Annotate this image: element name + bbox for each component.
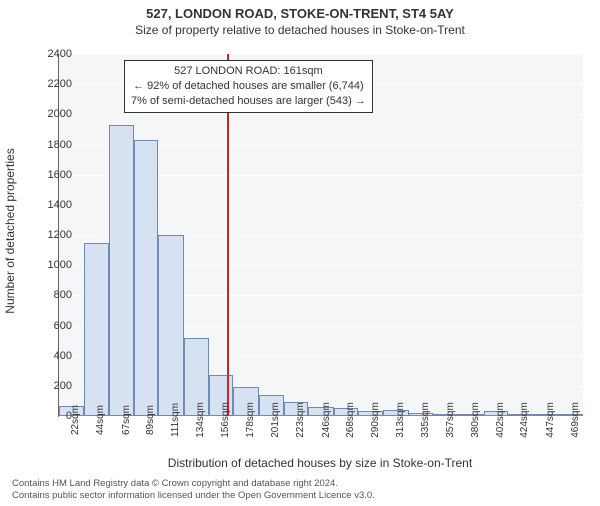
- x-tick-label: 290sqm: [370, 402, 381, 438]
- y-tick-label: 1800: [32, 139, 72, 151]
- histogram-bar: [134, 140, 159, 416]
- x-tick-label: 335sqm: [420, 402, 431, 438]
- info-line-3: 7% of semi-detached houses are larger (5…: [131, 94, 366, 109]
- y-tick-label: 2000: [32, 108, 72, 120]
- histogram-bar: [158, 235, 184, 416]
- y-tick-label: 1000: [32, 259, 72, 271]
- histogram-bar: [109, 125, 134, 416]
- x-tick-label: 424sqm: [519, 402, 530, 438]
- footer-line-1: Contains HM Land Registry data © Crown c…: [12, 478, 375, 490]
- x-tick-label: 111sqm: [170, 403, 181, 437]
- x-tick-label: 44sqm: [95, 405, 106, 435]
- x-tick-label: 313sqm: [395, 402, 406, 438]
- histogram-bar: [84, 243, 110, 416]
- x-tick-label: 201sqm: [270, 402, 281, 438]
- footer-attribution: Contains HM Land Registry data © Crown c…: [12, 478, 375, 502]
- x-tick-label: 447sqm: [545, 402, 556, 438]
- y-axis-label-wrap: Number of detached properties: [0, 54, 18, 416]
- y-tick-label: 2200: [32, 78, 72, 90]
- x-tick-label: 223sqm: [295, 402, 306, 438]
- chart-title: 527, LONDON ROAD, STOKE-ON-TRENT, ST4 5A…: [0, 6, 600, 21]
- chart-subtitle: Size of property relative to detached ho…: [0, 23, 600, 37]
- x-tick-label: 268sqm: [345, 402, 356, 438]
- plot-area: 527 LONDON ROAD: 161sqm ← 92% of detache…: [58, 54, 583, 417]
- chart-container: 527, LONDON ROAD, STOKE-ON-TRENT, ST4 5A…: [0, 6, 600, 506]
- y-tick-label: 1400: [32, 199, 72, 211]
- y-tick-label: 1600: [32, 169, 72, 181]
- gridline-h: [59, 114, 583, 115]
- x-tick-label: 134sqm: [195, 402, 206, 438]
- y-axis-label: Number of detached properties: [3, 71, 17, 391]
- info-box: 527 LONDON ROAD: 161sqm ← 92% of detache…: [124, 60, 373, 113]
- info-line-1: 527 LONDON ROAD: 161sqm: [131, 64, 366, 79]
- x-tick-label: 402sqm: [495, 402, 506, 438]
- x-axis-label: Distribution of detached houses by size …: [58, 456, 582, 470]
- x-tick-label: 469sqm: [570, 402, 581, 438]
- x-tick-label: 380sqm: [470, 402, 481, 438]
- x-tick-label: 246sqm: [321, 402, 332, 438]
- y-tick-label: 200: [32, 380, 72, 392]
- y-tick-label: 600: [32, 320, 72, 332]
- y-tick-label: 400: [32, 350, 72, 362]
- x-tick-label: 22sqm: [70, 405, 81, 435]
- y-tick-label: 2400: [32, 48, 72, 60]
- y-tick-label: 0: [32, 410, 72, 422]
- x-tick-label: 67sqm: [121, 405, 132, 435]
- y-tick-label: 800: [32, 289, 72, 301]
- x-tick-label: 89sqm: [145, 405, 156, 435]
- x-tick-label: 178sqm: [245, 402, 256, 438]
- info-line-2: ← 92% of detached houses are smaller (6,…: [131, 79, 366, 94]
- gridline-h: [59, 54, 583, 55]
- x-tick-label: 357sqm: [445, 402, 456, 438]
- x-tick-label: 156sqm: [220, 402, 231, 438]
- y-tick-label: 1200: [32, 229, 72, 241]
- footer-line-2: Contains public sector information licen…: [12, 490, 375, 502]
